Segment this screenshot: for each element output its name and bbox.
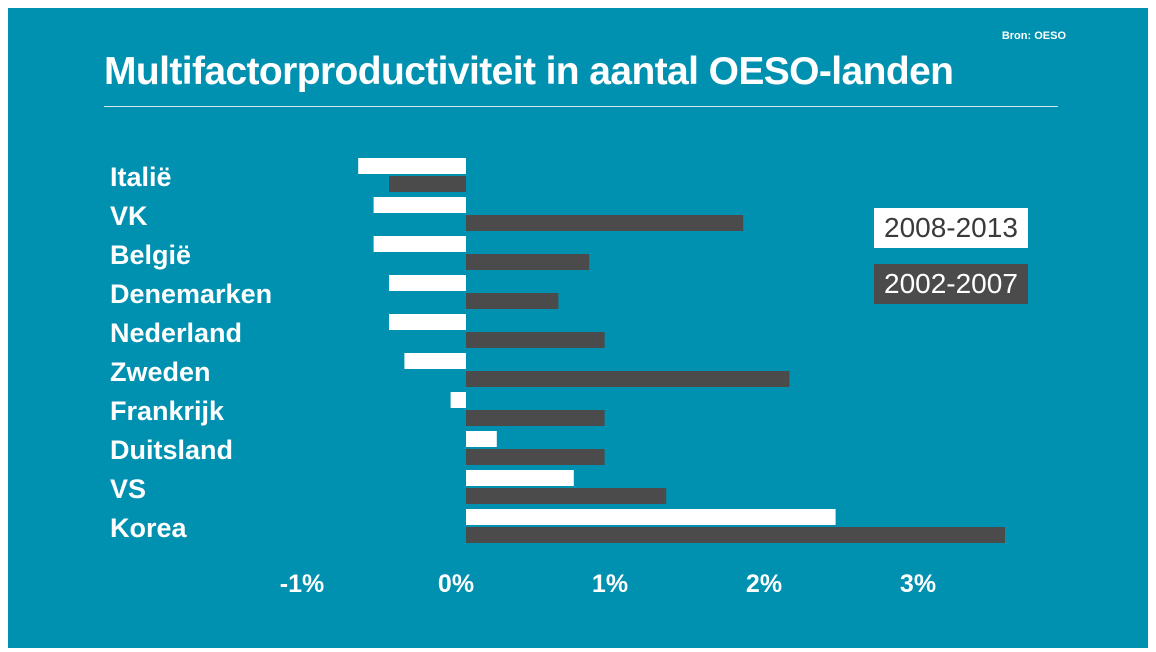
bar-korea-2008-2013: [466, 509, 836, 525]
x-tick-label: 0%: [438, 570, 474, 598]
bar-duitsland-2008-2013: [466, 431, 497, 447]
x-tick-label: -1%: [280, 570, 324, 598]
category-label: Frankrijk: [110, 396, 225, 426]
category-label: VS: [110, 474, 146, 504]
bar-nederland-2002-2007: [466, 332, 605, 348]
category-label: België: [110, 240, 191, 270]
bar-italië-2002-2007: [389, 176, 466, 192]
legend-item-2008-2013: 2008-2013: [874, 208, 1028, 248]
bar-nederland-2008-2013: [389, 314, 466, 330]
title-divider: [104, 106, 1058, 107]
source-note: Bron: OESO: [1001, 30, 1066, 42]
chart-title: Multifactorproductiviteit in aantal OESO…: [104, 50, 954, 93]
bar-belgië-2008-2013: [373, 236, 466, 252]
bar-frankrijk-2008-2013: [450, 392, 466, 408]
x-tick-label: 3%: [900, 570, 936, 598]
x-tick-label: 1%: [592, 570, 628, 598]
bar-vk-2008-2013: [373, 197, 466, 213]
bar-duitsland-2002-2007: [466, 449, 605, 465]
legend-item-2002-2007: 2002-2007: [874, 264, 1028, 304]
bar-denemarken-2002-2007: [466, 293, 559, 309]
category-label: Nederland: [110, 318, 242, 348]
category-label: Duitsland: [110, 435, 233, 465]
bar-zweden-2002-2007: [466, 371, 790, 387]
bar-denemarken-2008-2013: [389, 275, 466, 291]
category-label: Denemarken: [110, 279, 272, 309]
category-label: Zweden: [110, 357, 211, 387]
bar-vs-2008-2013: [466, 470, 574, 486]
bar-italië-2008-2013: [358, 158, 466, 174]
bar-vs-2002-2007: [466, 488, 667, 504]
bar-belgië-2002-2007: [466, 254, 590, 270]
category-label: VK: [110, 201, 148, 231]
bar-vk-2002-2007: [466, 215, 744, 231]
bar-frankrijk-2002-2007: [466, 410, 605, 426]
bar-zweden-2008-2013: [404, 353, 466, 369]
category-label: Italië: [110, 162, 172, 192]
category-label: Korea: [110, 513, 188, 543]
bar-korea-2002-2007: [466, 527, 1005, 543]
x-tick-label: 2%: [746, 570, 782, 598]
